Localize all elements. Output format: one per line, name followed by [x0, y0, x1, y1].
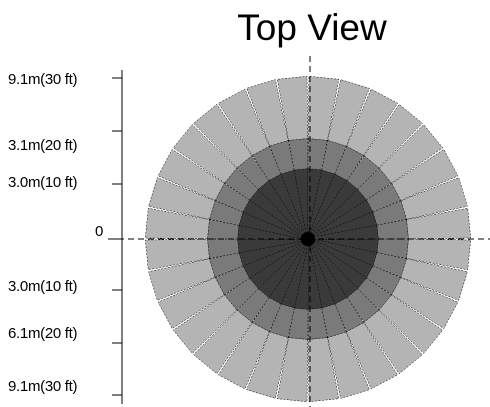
beam	[313, 207, 471, 241]
scale-label-top-20ft: 3.1m(20 ft)	[8, 137, 78, 154]
beam	[246, 79, 308, 235]
beam-far-zone	[172, 294, 238, 354]
beam	[309, 88, 398, 235]
sensor-center-dot	[301, 232, 315, 246]
beam	[172, 241, 305, 354]
scale-label-bottom-10ft: 3.0m(10 ft)	[8, 278, 78, 295]
beam-far-zone	[363, 103, 423, 169]
beam	[276, 76, 310, 234]
beam-far-zone	[246, 79, 289, 147]
beam-far-zone	[307, 76, 340, 141]
beam-far-zone	[148, 177, 216, 220]
scale-label-top-10ft: 3.0m(10 ft)	[8, 174, 78, 191]
beam	[276, 244, 310, 402]
beam-far-zone	[172, 124, 238, 184]
beam-far-zone	[327, 331, 370, 399]
beam	[308, 243, 370, 399]
beam	[310, 242, 423, 375]
beam-far-zone	[246, 331, 289, 399]
beam	[172, 124, 305, 237]
beam-far-zone	[157, 277, 225, 329]
beam-far-zone	[346, 322, 398, 390]
beam-far-zone	[218, 322, 270, 390]
beam	[157, 240, 304, 329]
beam-far-zone	[363, 309, 423, 375]
beam-far-zone	[378, 294, 444, 354]
beam-far-zone	[327, 79, 370, 147]
beam-far-zone	[406, 238, 471, 271]
scale-label-bottom-30ft: 9.1m(30 ft)	[8, 378, 78, 395]
distance-scale: 9.1m(30 ft) 3.1m(20 ft) 3.0m(10 ft) 0 3.…	[8, 70, 123, 404]
beam-far-zone	[145, 207, 210, 240]
scale-label-zero: 0	[95, 223, 103, 240]
beam	[145, 207, 303, 241]
beam-far-zone	[148, 258, 216, 301]
beam	[309, 243, 398, 390]
beam-far-zone	[193, 309, 253, 375]
beam	[306, 244, 340, 402]
beam	[311, 241, 444, 354]
diagram-title: Top View	[237, 7, 387, 48]
beam	[312, 149, 459, 238]
beam-far-zone	[346, 88, 398, 156]
beam-far-zone	[391, 149, 459, 201]
beam-far-zone	[307, 337, 340, 402]
scale-ticks	[112, 77, 122, 396]
beam	[148, 239, 304, 301]
beam-far-zone	[400, 258, 468, 301]
beam	[313, 237, 471, 271]
beam-far-zone	[406, 207, 471, 240]
beam-far-zone	[276, 76, 309, 141]
beam-far-zone	[218, 88, 270, 156]
beam	[218, 243, 307, 390]
beam	[312, 177, 468, 239]
scale-label-bottom-20ft: 6.1m(20 ft)	[8, 325, 78, 342]
beam	[218, 88, 307, 235]
beam-far-zone	[400, 177, 468, 220]
beam-far-zone	[145, 238, 210, 271]
beam	[310, 103, 423, 236]
detection-pattern	[145, 76, 471, 402]
beam-far-zone	[157, 149, 225, 201]
beam-far-zone	[378, 124, 444, 184]
beam-far-zone	[391, 277, 459, 329]
beam	[312, 239, 468, 301]
beam	[148, 177, 304, 239]
beam-far-zone	[276, 337, 309, 402]
beam-far-zone	[193, 103, 253, 169]
beam	[145, 237, 303, 271]
beam	[193, 242, 306, 375]
beam	[311, 124, 444, 237]
scale-label-top-30ft: 9.1m(30 ft)	[8, 71, 78, 88]
